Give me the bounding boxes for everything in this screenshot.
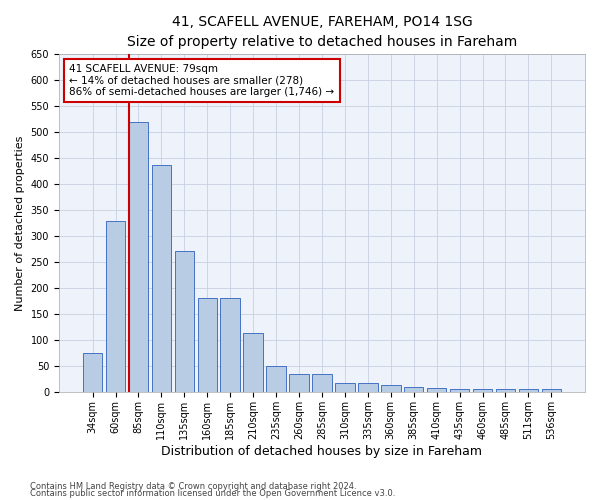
Bar [106,222,125,392]
Bar [473,390,492,392]
Bar [404,386,424,392]
Bar [518,390,538,392]
Text: Contains HM Land Registry data © Crown copyright and database right 2024.: Contains HM Land Registry data © Crown c… [30,482,356,491]
Bar [312,374,332,392]
Bar [289,374,309,392]
Bar [266,366,286,392]
Y-axis label: Number of detached properties: Number of detached properties [15,135,25,310]
Text: 41 SCAFELL AVENUE: 79sqm
← 14% of detached houses are smaller (278)
86% of semi-: 41 SCAFELL AVENUE: 79sqm ← 14% of detach… [70,64,335,97]
X-axis label: Distribution of detached houses by size in Fareham: Distribution of detached houses by size … [161,444,482,458]
Bar [542,390,561,392]
Bar [152,164,171,392]
Bar [83,353,103,392]
Bar [175,251,194,392]
Bar [358,383,377,392]
Bar [220,298,240,392]
Bar [381,385,401,392]
Bar [244,333,263,392]
Title: 41, SCAFELL AVENUE, FAREHAM, PO14 1SG
Size of property relative to detached hous: 41, SCAFELL AVENUE, FAREHAM, PO14 1SG Si… [127,15,517,48]
Bar [450,390,469,392]
Bar [496,390,515,392]
Text: Contains public sector information licensed under the Open Government Licence v3: Contains public sector information licen… [30,489,395,498]
Bar [335,382,355,392]
Bar [427,388,446,392]
Bar [197,298,217,392]
Bar [128,122,148,392]
